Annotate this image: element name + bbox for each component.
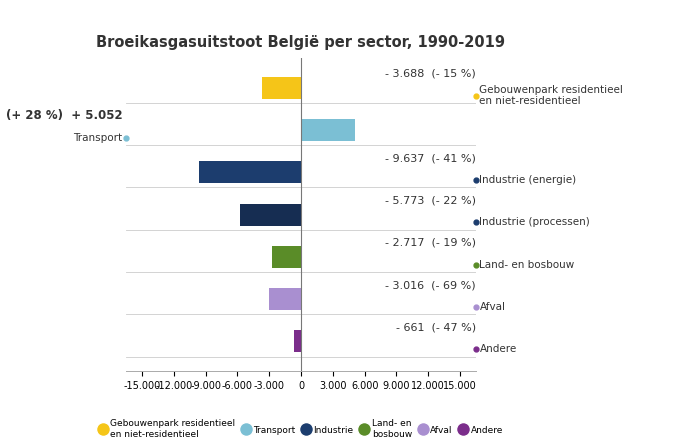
Text: (+ 28 %)  + 5.052: (+ 28 %) + 5.052 [6,110,122,122]
Legend: Gebouwenpark residentieel
en niet-residentieel, Transport, Industrie, Land- en
b: Gebouwenpark residentieel en niet-reside… [95,416,507,443]
Text: Industrie (processen): Industrie (processen) [480,217,590,228]
Bar [294,330,301,352]
Text: - 5.773  (- 22 %): - 5.773 (- 22 %) [385,195,476,206]
Text: Gebouwenpark residentieel
en niet-residentieel: Gebouwenpark residentieel en niet-reside… [480,85,624,106]
Text: Industrie (energie): Industrie (energie) [480,175,577,185]
Text: Afval: Afval [480,302,505,312]
Bar [269,288,301,310]
Text: - 3.688  (- 15 %): - 3.688 (- 15 %) [385,69,476,79]
Text: Land- en bosbouw: Land- en bosbouw [480,260,575,270]
Text: - 2.717  (- 19 %): - 2.717 (- 19 %) [385,238,476,248]
Text: Andere: Andere [480,344,517,354]
Bar [301,119,355,141]
Text: - 9.637  (- 41 %): - 9.637 (- 41 %) [385,153,476,163]
Text: - 3.016  (- 69 %): - 3.016 (- 69 %) [386,280,476,290]
Bar [272,246,301,268]
Bar [240,203,301,226]
Bar [199,161,301,183]
Title: Broeikasgasuitstoot België per sector, 1990-2019: Broeikasgasuitstoot België per sector, 1… [97,35,505,50]
Bar [262,77,301,99]
Text: Transport: Transport [74,133,122,143]
Text: - 661  (- 47 %): - 661 (- 47 %) [396,322,476,332]
